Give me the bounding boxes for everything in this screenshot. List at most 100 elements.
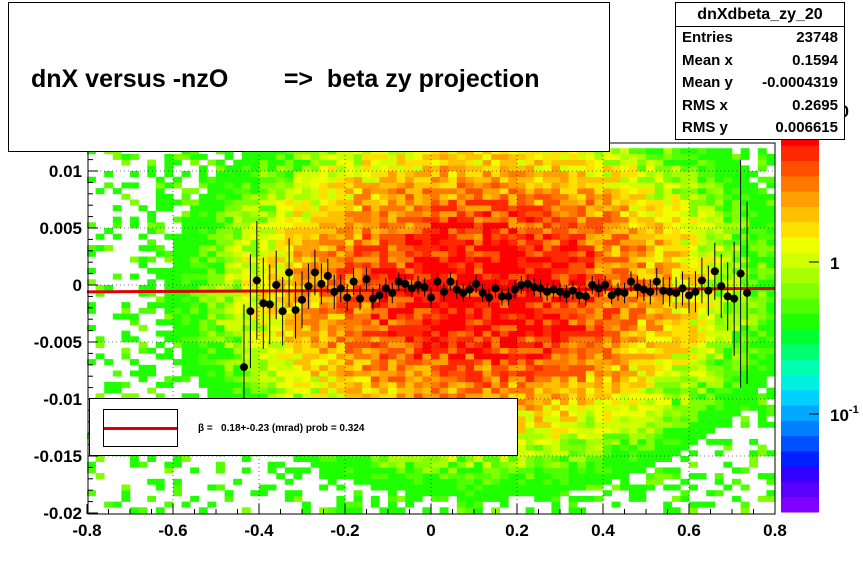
heatmap-cell	[594, 296, 604, 303]
heatmap-cell	[465, 228, 475, 234]
heatmap-cell	[259, 210, 268, 217]
heatmap-cell	[250, 393, 260, 400]
heatmap-cell	[525, 159, 535, 166]
heatmap-cell	[628, 427, 638, 434]
heatmap-cell	[714, 153, 724, 160]
heatmap-cell	[439, 319, 449, 326]
heatmap-cell	[491, 330, 501, 337]
heatmap-cell	[422, 376, 432, 383]
profile-point	[375, 283, 384, 307]
heatmap-cell	[671, 307, 681, 314]
heatmap-cell	[577, 233, 587, 240]
heatmap-cell	[431, 250, 440, 257]
heatmap-cell	[766, 245, 776, 252]
heatmap-cell	[95, 233, 105, 240]
heatmap-cell	[112, 153, 122, 160]
heatmap-cell	[250, 182, 260, 189]
heatmap-cell	[207, 176, 217, 183]
heatmap-cell	[594, 330, 604, 337]
heatmap-cell	[207, 290, 217, 297]
heatmap-cell	[749, 319, 759, 326]
heatmap-cell	[603, 410, 612, 417]
heatmap-cell	[207, 501, 217, 508]
heatmap-cell	[620, 245, 630, 252]
heatmap-cell	[413, 205, 423, 212]
heatmap-cell	[757, 188, 767, 195]
heatmap-cell	[517, 176, 526, 183]
heatmap-cell	[310, 353, 320, 360]
heatmap-cell	[465, 256, 475, 263]
heatmap-cell	[362, 347, 372, 354]
heatmap-cell	[517, 182, 526, 189]
heatmap-cell	[276, 313, 286, 320]
heatmap-cell	[198, 364, 208, 371]
heatmap-cell	[198, 153, 208, 160]
heatmap-cell	[147, 267, 157, 274]
heatmap-cell	[706, 336, 716, 343]
heatmap-cell	[766, 410, 776, 417]
heatmap-cell	[130, 456, 139, 462]
heatmap-cell	[491, 165, 501, 172]
heatmap-cell	[190, 467, 200, 474]
heatmap-cell	[577, 347, 587, 354]
heatmap-cell	[499, 364, 509, 371]
heatmap-cell	[585, 256, 595, 263]
heatmap-cell	[611, 501, 621, 508]
heatmap-cell	[319, 296, 329, 303]
heatmap-cell	[740, 393, 750, 400]
heatmap-cell	[732, 353, 741, 360]
heatmap-cell	[491, 319, 501, 326]
heatmap-cell	[585, 290, 595, 297]
heatmap-cell	[207, 233, 217, 240]
heatmap-cell	[551, 233, 561, 240]
heatmap-cell	[585, 245, 595, 252]
heatmap-cell	[448, 250, 458, 257]
heatmap-cell	[706, 393, 716, 400]
heatmap-cell	[508, 359, 518, 366]
heatmap-cell	[594, 302, 604, 309]
heatmap-cell	[611, 159, 621, 166]
heatmap-cell	[388, 347, 397, 354]
heatmap-cell	[181, 153, 191, 160]
heatmap-cell	[181, 171, 191, 177]
heatmap-cell	[276, 319, 286, 326]
heatmap-cell	[663, 393, 673, 400]
heatmap-cell	[173, 302, 182, 309]
heatmap-cell	[422, 290, 432, 297]
heatmap-cell	[190, 239, 200, 246]
heatmap-cell	[646, 262, 655, 269]
heatmap-cell	[620, 342, 630, 348]
x-tick-label: 0.4	[591, 521, 615, 540]
heatmap-cell	[319, 228, 329, 234]
heatmap-cell	[534, 267, 544, 274]
heatmap-cell	[302, 256, 311, 263]
heatmap-cell	[284, 336, 294, 343]
heatmap-cell	[646, 376, 655, 383]
y-tick-label: 0	[73, 276, 82, 295]
heatmap-cell	[568, 416, 578, 423]
heatmap-cell	[663, 239, 673, 246]
heatmap-cell	[173, 290, 182, 297]
heatmap-cell	[723, 199, 733, 206]
heatmap-cell	[388, 381, 397, 388]
heatmap-cell	[620, 216, 630, 223]
heatmap-cell	[345, 319, 354, 326]
heatmap-cell	[654, 324, 664, 331]
heatmap-cell	[663, 473, 673, 480]
heatmap-cell	[611, 188, 621, 195]
heatmap-cell	[207, 364, 217, 371]
heatmap-cell	[250, 370, 260, 377]
heatmap-cell	[413, 387, 423, 394]
heatmap-cell	[250, 245, 260, 252]
heatmap-cell	[396, 370, 406, 377]
heatmap-cell	[276, 193, 286, 200]
heatmap-cell	[611, 347, 621, 354]
heatmap-cell	[534, 421, 544, 428]
heatmap-cell	[413, 307, 423, 314]
heatmap-cell	[551, 416, 561, 423]
heatmap-cell	[155, 176, 165, 183]
heatmap-cell	[396, 296, 406, 303]
heatmap-cell	[413, 330, 423, 337]
heatmap-cell	[534, 342, 544, 348]
data-marker	[710, 267, 719, 276]
